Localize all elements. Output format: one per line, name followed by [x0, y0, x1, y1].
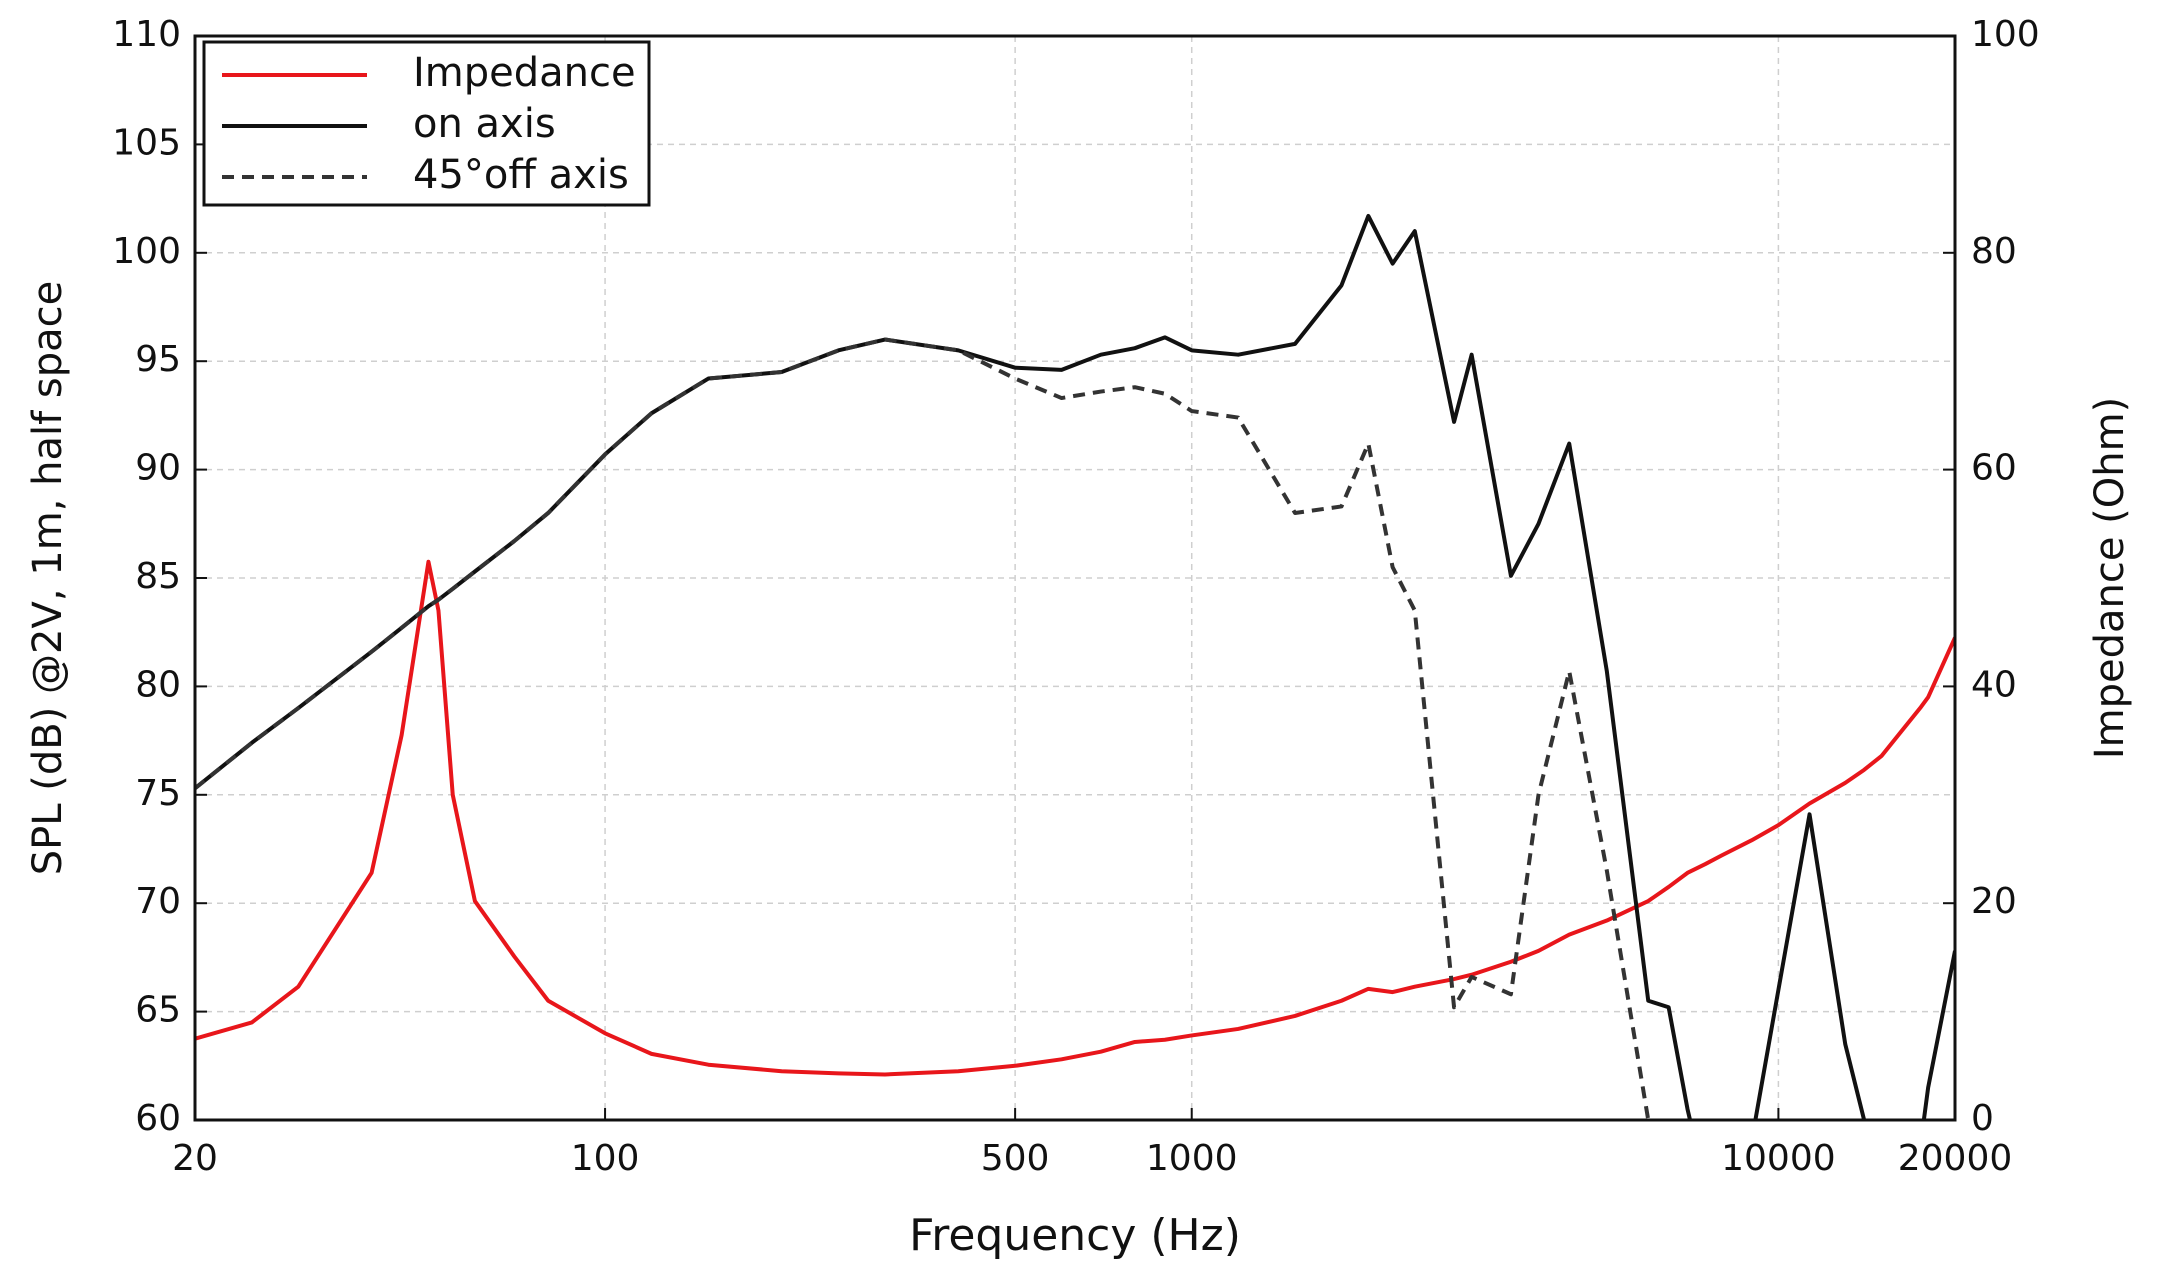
- legend-label: on axis: [413, 101, 556, 147]
- y2-tick-label: 40: [1971, 664, 2017, 705]
- legend-label: 45°off axis: [413, 152, 629, 198]
- legend-label: Impedance: [413, 50, 636, 96]
- y2-tick-label: 60: [1971, 448, 2017, 489]
- y-tick-label: 60: [135, 1098, 181, 1139]
- plot-frame: [193, 34, 1957, 1122]
- y-tick-label: 75: [135, 773, 181, 814]
- x-tick-label: 1000: [1146, 1138, 1238, 1179]
- y-tick-label: 85: [135, 556, 181, 597]
- x-tick-label: 20000: [1898, 1138, 2013, 1179]
- y-tick-label: 100: [112, 231, 181, 272]
- y-tick-label: 105: [112, 122, 181, 163]
- y-tick-label: 70: [135, 881, 181, 922]
- y2-tick-label: 20: [1971, 881, 2017, 922]
- x-tick-label: 500: [981, 1138, 1050, 1179]
- x-axis-label: Frequency (Hz): [909, 1210, 1241, 1261]
- series-line: [195, 559, 1955, 1077]
- y-tick-label: 90: [135, 448, 181, 489]
- y2-tick-label: 0: [1971, 1098, 1994, 1139]
- x-tick-label: 100: [571, 1138, 640, 1179]
- plot-area: [195, 213, 1955, 1120]
- series-line: [195, 337, 1651, 1120]
- series-line: [195, 213, 1955, 1120]
- y-axis-label: SPL (dB) @2V, 1m, half space: [25, 281, 71, 875]
- y-tick-label: 110: [112, 14, 181, 55]
- x-tick-label: 10000: [1721, 1138, 1836, 1179]
- y-tick-label: 80: [135, 664, 181, 705]
- y-tick-label: 65: [135, 990, 181, 1031]
- legend-box: [202, 40, 651, 207]
- y2-axis-label: Impedance (Ohm): [2087, 397, 2133, 759]
- x-tick-label: 20: [172, 1138, 218, 1179]
- y-tick-label: 95: [135, 339, 181, 380]
- y2-tick-label: 80: [1971, 231, 2017, 272]
- y2-tick-label: 100: [1971, 14, 2040, 55]
